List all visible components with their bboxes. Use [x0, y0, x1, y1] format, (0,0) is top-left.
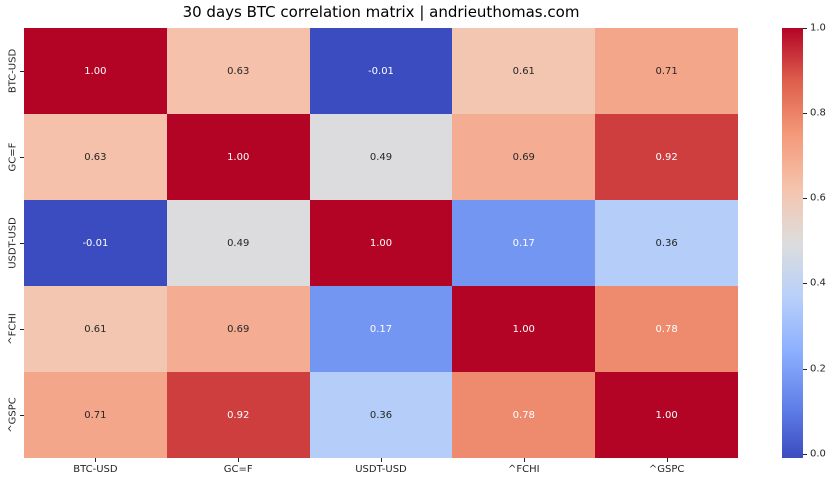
- colorbar-tick-mark: [803, 453, 807, 455]
- heatmap-cell: 0.49: [166, 200, 310, 286]
- heatmap-cell: 0.36: [595, 200, 738, 286]
- heatmap-cell: 0.36: [309, 372, 453, 458]
- heatmap-cell: 0.69: [452, 114, 596, 200]
- heatmap-cell: 0.78: [595, 286, 738, 372]
- heatmap-cell: 0.92: [166, 372, 310, 458]
- heatmap-cell: 1.00: [166, 114, 310, 200]
- y-tick-mark: [20, 243, 24, 244]
- heatmap-cell: 0.49: [309, 114, 453, 200]
- y-tick-label: ^FCHI: [7, 313, 19, 345]
- x-tick-label: ^GSPC: [648, 464, 685, 475]
- heatmap-cell: -0.01: [309, 28, 453, 114]
- x-tick-label: GC=F: [223, 464, 253, 475]
- x-tick-label: USDT-USD: [355, 464, 407, 475]
- x-tick-mark: [238, 458, 240, 462]
- y-tick-label: USDT-USD: [7, 217, 19, 269]
- heatmap-cell: 0.63: [24, 114, 167, 200]
- x-tick-mark: [523, 458, 525, 462]
- x-tick-mark: [95, 458, 97, 462]
- colorbar-tick-mark: [803, 368, 807, 370]
- colorbar-tick-label: 0.0: [810, 448, 826, 460]
- y-tick-label: ^GSPC: [7, 397, 19, 433]
- colorbar-tick-label: 0.8: [810, 107, 826, 119]
- heatmap-cell: 0.69: [166, 286, 310, 372]
- y-tick-label: BTC-USD: [7, 48, 19, 94]
- heatmap-cell: 0.61: [24, 286, 167, 372]
- heatmap-cell: 0.17: [309, 286, 453, 372]
- heatmap-cell: 1.00: [24, 28, 167, 114]
- heatmap-grid: 1.00 0.63 -0.01 0.61 0.71 0.63 1.00 0.49 0.69 0.9…: [24, 28, 738, 458]
- y-tick-mark: [20, 415, 24, 416]
- colorbar-tick-label: 1.0: [810, 22, 826, 34]
- x-tick-label: BTC-USD: [73, 464, 118, 475]
- y-tick-mark: [20, 157, 24, 158]
- heatmap-cell: 0.71: [595, 28, 738, 114]
- x-tick-mark: [666, 458, 668, 462]
- colorbar-gradient: [782, 28, 803, 458]
- colorbar-tick-mark: [803, 28, 807, 29]
- heatmap-cell: 1.00: [452, 286, 596, 372]
- heatmap-cell: 0.78: [452, 372, 596, 458]
- colorbar-tick-mark: [803, 198, 807, 200]
- chart-title: 30 days BTC correlation matrix | andrieu…: [182, 3, 580, 21]
- heatmap-cell: 0.17: [452, 200, 596, 286]
- heatmap-cell: -0.01: [24, 200, 167, 286]
- colorbar-tick-label: 0.4: [810, 277, 826, 289]
- heatmap-cell: 0.63: [166, 28, 310, 114]
- heatmap-cell: 1.00: [309, 200, 453, 286]
- heatmap-cell: 0.71: [24, 372, 167, 458]
- colorbar-tick-mark: [803, 113, 807, 115]
- heatmap-cell: 0.92: [595, 114, 738, 200]
- colorbar-tick-mark: [803, 283, 807, 285]
- heatmap-cell: 0.61: [452, 28, 596, 114]
- colorbar-tick-label: 0.2: [810, 363, 826, 375]
- x-tick-label: ^FCHI: [508, 464, 540, 475]
- heatmap-cell: 1.00: [595, 372, 738, 458]
- y-tick-mark: [20, 329, 24, 330]
- y-tick-label: GC=F: [7, 142, 19, 172]
- colorbar-tick-label: 0.6: [810, 192, 826, 204]
- x-tick-mark: [381, 458, 382, 462]
- y-tick-mark: [20, 71, 24, 72]
